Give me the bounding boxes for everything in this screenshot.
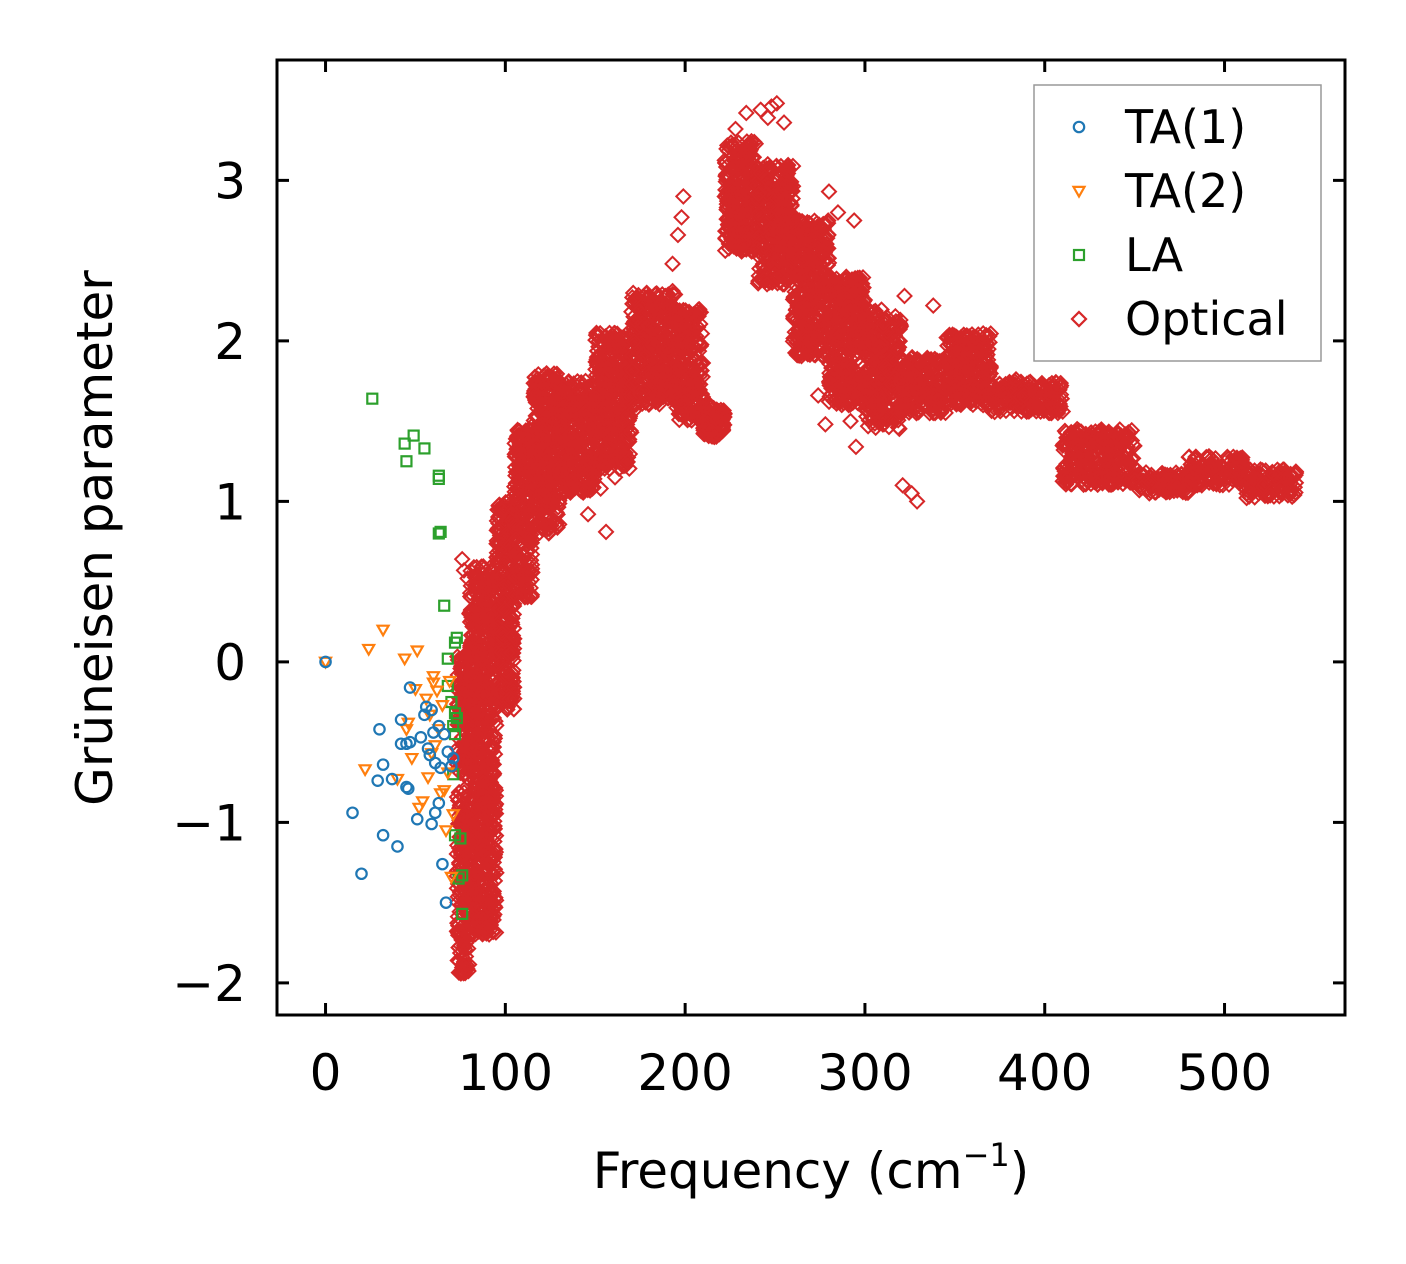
optical-point (461, 709, 479, 727)
optical-point (508, 430, 525, 448)
optical-point (518, 551, 536, 569)
optical-point (466, 727, 484, 745)
optical-point (500, 607, 518, 625)
optical-point (463, 689, 481, 707)
optical-point (460, 962, 477, 980)
optical-point (469, 671, 487, 689)
optical-point (505, 678, 523, 696)
optical-point (522, 551, 540, 569)
optical-point (507, 486, 524, 504)
optical-point (489, 508, 507, 526)
optical-point (466, 775, 484, 793)
optical-point (516, 567, 534, 584)
optical-point (473, 817, 491, 835)
optical-point (474, 805, 492, 822)
optical-point (498, 644, 516, 662)
optical-point (510, 468, 528, 486)
optical-point (504, 627, 522, 645)
optical-point (475, 921, 493, 939)
optical-point (489, 674, 507, 692)
optical-point (500, 629, 517, 647)
optical-point (502, 644, 520, 662)
optical-point (484, 893, 502, 911)
optical-point (515, 580, 533, 598)
optical-point (505, 690, 523, 708)
optical-point (486, 899, 504, 916)
optical-point (480, 713, 498, 731)
optical-point (509, 504, 527, 521)
optical-point (497, 662, 515, 680)
optical-point (509, 450, 527, 468)
optical-point (464, 645, 482, 663)
optical-point (474, 565, 492, 583)
optical-point (461, 919, 478, 937)
optical-point (493, 624, 511, 642)
optical-point (476, 873, 494, 891)
optical-point (462, 794, 480, 811)
optical-point (470, 761, 488, 779)
optical-point (515, 583, 533, 601)
optical-point (480, 822, 497, 840)
optical-point (486, 729, 504, 747)
optical-point (487, 827, 505, 845)
optical-point (470, 810, 488, 828)
optical-point (474, 557, 492, 575)
optical-point (508, 440, 526, 458)
series-optical (448, 94, 1305, 982)
optical-point (508, 497, 526, 515)
optical-point (511, 422, 528, 440)
optical-point (462, 739, 480, 757)
optical-point (478, 665, 495, 683)
optical-point (477, 859, 495, 877)
optical-point (488, 532, 506, 550)
optical-point (450, 784, 468, 802)
optical-point (468, 779, 485, 797)
optical-point (475, 859, 493, 877)
optical-point (511, 564, 529, 582)
optical-point (462, 727, 480, 745)
optical-point (486, 848, 504, 866)
optical-point (485, 882, 503, 900)
optical-point (476, 697, 494, 715)
optical-point (496, 601, 514, 618)
optical-point (508, 545, 526, 563)
optical-point (505, 700, 523, 718)
optical-point (482, 916, 500, 934)
optical-point (462, 925, 480, 942)
optical-point (488, 598, 506, 616)
optical-point (491, 581, 509, 599)
data-layer (318, 94, 1305, 982)
optical-point (510, 456, 528, 474)
optical-point (508, 578, 526, 596)
optical-point (464, 842, 482, 860)
optical-point (483, 737, 501, 755)
optical-point (481, 775, 499, 793)
optical-point (471, 753, 489, 771)
optical-point (465, 894, 483, 912)
optical-point (460, 755, 478, 773)
optical-point (478, 759, 496, 777)
optical-point (468, 830, 486, 847)
optical-point (468, 775, 486, 793)
optical-point (492, 564, 509, 582)
optical-point (488, 544, 506, 562)
optical-point (508, 489, 526, 506)
optical-point (491, 526, 509, 544)
optical-point (521, 532, 539, 550)
optical-point (471, 579, 489, 597)
optical-point (474, 683, 492, 701)
optical-point (462, 858, 479, 876)
optical-point (471, 646, 488, 664)
optical-point (480, 749, 498, 767)
optical-point (472, 665, 490, 683)
optical-point (506, 586, 524, 604)
optical-point (475, 560, 493, 578)
optical-point (471, 636, 489, 654)
